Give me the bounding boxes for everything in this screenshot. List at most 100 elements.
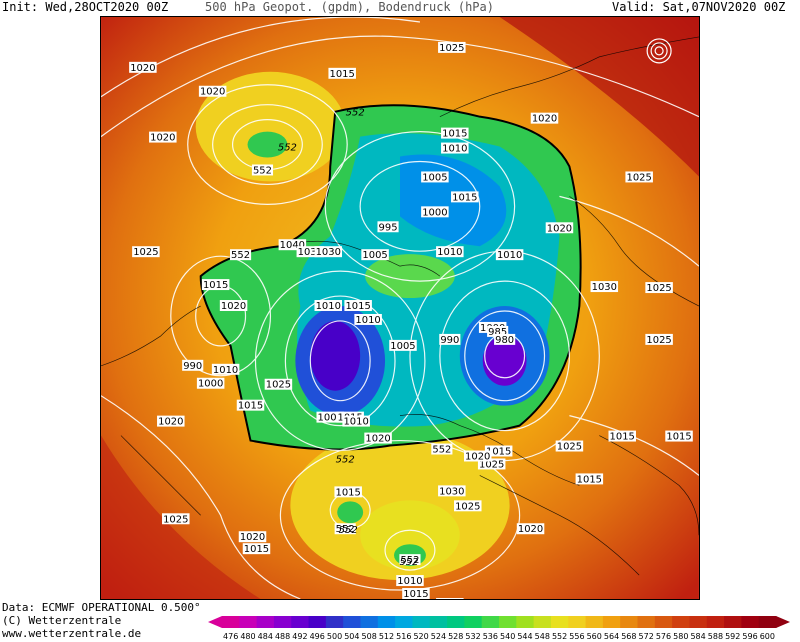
isobar-label-bg bbox=[342, 415, 370, 427]
isobar-label: 1020 bbox=[465, 451, 490, 462]
colorbar-swatch bbox=[499, 616, 517, 628]
geopotential-label: 552 bbox=[399, 557, 418, 568]
colorbar-swatch bbox=[308, 616, 327, 628]
colorbar-swatch bbox=[724, 616, 742, 628]
isobar-label: 1020 bbox=[365, 434, 390, 445]
colorbar-tick: 588 bbox=[708, 632, 723, 641]
isobar-label-bg bbox=[296, 246, 325, 258]
isobar-label: 1035 bbox=[298, 247, 323, 258]
colorbar-tick: 504 bbox=[344, 632, 359, 641]
colorbar-tick: 484 bbox=[258, 632, 273, 641]
isobar-label-bg bbox=[334, 486, 362, 498]
isobar-label: 1015 bbox=[244, 544, 269, 555]
isobar-label: 1025 bbox=[439, 43, 464, 54]
colorbar-tick: 496 bbox=[310, 632, 325, 641]
colorbar-tick: 508 bbox=[362, 632, 377, 641]
isobar-label-bg bbox=[361, 249, 389, 261]
isobar-label: 1010 bbox=[397, 576, 422, 587]
colorbar: 476 480 484 488 492 496 500 504 508 512 516 520 524 5… bbox=[208, 616, 790, 641]
colorbar-tick: 544 bbox=[517, 632, 532, 641]
weather-map: 1020102510151020102055210151010102010251… bbox=[100, 16, 700, 600]
isobar-label-bg bbox=[132, 246, 160, 258]
colorbar-swatch bbox=[464, 616, 483, 628]
colorbar-swatch bbox=[429, 616, 448, 628]
isobar-label: 1010 bbox=[343, 417, 368, 428]
colorbar-tick: 572 bbox=[639, 632, 654, 641]
valid-time: Valid: Sat,07NOV2020 00Z bbox=[612, 0, 786, 14]
isobar-label-bg bbox=[396, 575, 424, 587]
isobar-label-bg bbox=[436, 598, 464, 599]
low-core-center-inner bbox=[310, 320, 361, 391]
colorbar-swatch bbox=[273, 616, 292, 628]
isobar-label-bg bbox=[645, 333, 673, 345]
isobar-labels: 1020102510151020102055210151010102010251… bbox=[129, 41, 693, 599]
isobar-label-bg bbox=[477, 458, 506, 470]
isobar-label-bg bbox=[608, 430, 636, 442]
isobar-label-bg bbox=[316, 411, 344, 423]
colorbar-swatch bbox=[550, 616, 569, 628]
isobar-label: 1010 bbox=[437, 247, 462, 258]
map-title: 500 hPa Geopot. (gpdm), Bodendruck (hPa) bbox=[205, 0, 494, 14]
isobar-label-bg bbox=[149, 131, 177, 143]
copyright: (C) Wetterzentrale bbox=[2, 614, 122, 627]
colorbar-swatch bbox=[256, 616, 275, 628]
colorbar-swatch bbox=[637, 616, 656, 628]
colorbar-swatch bbox=[291, 616, 310, 628]
isobar-label-bg bbox=[198, 85, 227, 97]
colorbar-tick: 560 bbox=[587, 632, 602, 641]
isobar-label-bg bbox=[484, 445, 513, 457]
isobar-label-bg bbox=[238, 531, 267, 543]
isobar-label: 1015 bbox=[330, 69, 355, 80]
isobar-label-bg bbox=[182, 359, 204, 371]
isobar-label: 1015 bbox=[577, 474, 602, 485]
isobar-label: 1025 bbox=[557, 442, 582, 453]
low-core-east-inner bbox=[482, 335, 527, 386]
isobar-label-bg bbox=[431, 443, 453, 455]
colorbar-tick: 512 bbox=[379, 632, 394, 641]
coastlines bbox=[101, 36, 699, 576]
isobar-label-bg bbox=[314, 300, 342, 311]
colorbar-tick: 568 bbox=[621, 632, 636, 641]
colorbar-swatch bbox=[516, 616, 535, 628]
isobar-label-bg bbox=[264, 378, 293, 390]
colorbar-tick: 500 bbox=[327, 632, 342, 641]
isobar-label: 1030 bbox=[592, 282, 617, 293]
isobar-label: 985 bbox=[488, 327, 507, 338]
isobar-label: 1005 bbox=[390, 341, 415, 352]
isobar-label-bg bbox=[451, 191, 479, 203]
colorbar-swatch bbox=[395, 616, 413, 628]
isobar-label: 990 bbox=[183, 361, 202, 372]
green-pocket-s bbox=[337, 501, 364, 524]
isobar-label: 1010 bbox=[442, 144, 467, 155]
colorbar-swatch bbox=[412, 616, 431, 628]
geopotential-label: 552 bbox=[339, 525, 358, 536]
colorbar-tick: 492 bbox=[292, 632, 307, 641]
isobar-label-bg bbox=[251, 164, 274, 176]
isobar-label: 1010 bbox=[316, 301, 341, 312]
colorbar-tick: 524 bbox=[431, 632, 446, 641]
isobar-label-bg bbox=[441, 127, 469, 139]
isobar-label-bg bbox=[157, 415, 185, 427]
colorbar-tick: 536 bbox=[483, 632, 498, 641]
isobar-label: 1010 bbox=[497, 250, 522, 261]
isobar-label: 1005 bbox=[422, 172, 447, 183]
isobar-label-bg bbox=[278, 239, 307, 251]
isobar-label: 1020 bbox=[547, 223, 572, 234]
isobar-label-bg bbox=[364, 432, 392, 444]
isobar-label: 552 bbox=[400, 555, 419, 566]
colorbar-swatch bbox=[533, 616, 552, 628]
isobar-label: 1020 bbox=[221, 301, 246, 312]
colorbar-tick: 600 bbox=[760, 632, 775, 641]
isobar-label: 1015 bbox=[336, 487, 361, 498]
isobar-label: 1015 bbox=[486, 446, 511, 457]
isobar-label: 1015 bbox=[452, 192, 477, 203]
isobar-label: 1015 bbox=[610, 432, 635, 443]
contour-552 bbox=[199, 104, 582, 451]
isobar-label: 1025 bbox=[627, 172, 652, 183]
isobar-label: 1025 bbox=[163, 514, 188, 525]
isobar-label-bg bbox=[242, 543, 271, 555]
isobar-label: 1000 bbox=[198, 379, 223, 390]
colorbar-tick: 488 bbox=[275, 632, 290, 641]
isobar-label-bg bbox=[334, 523, 356, 535]
isobar-label-bg bbox=[590, 281, 619, 293]
